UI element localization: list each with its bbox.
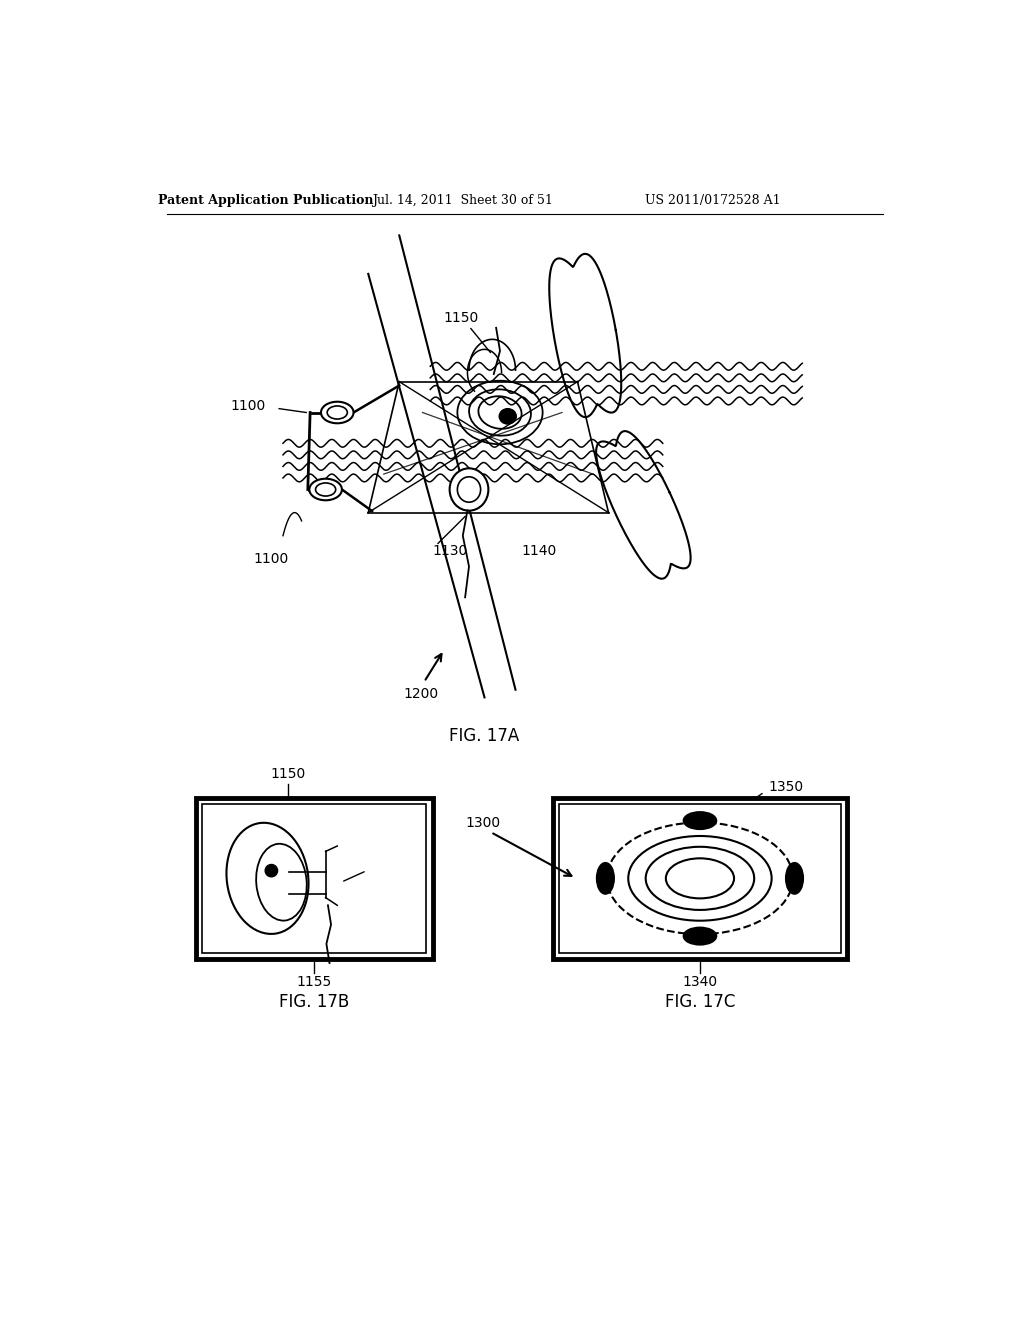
Ellipse shape — [309, 479, 342, 500]
Polygon shape — [596, 432, 690, 578]
Ellipse shape — [458, 477, 480, 502]
Text: 1340: 1340 — [682, 975, 718, 989]
Ellipse shape — [450, 469, 488, 511]
Bar — [203, 804, 426, 953]
Text: 1160: 1160 — [375, 862, 410, 875]
Bar — [553, 797, 847, 960]
Ellipse shape — [315, 483, 336, 496]
Ellipse shape — [321, 401, 353, 424]
Ellipse shape — [629, 836, 772, 921]
Ellipse shape — [328, 407, 347, 418]
Text: 1140: 1140 — [521, 544, 556, 558]
Ellipse shape — [786, 863, 803, 894]
Ellipse shape — [666, 858, 734, 899]
Text: FIG. 17B: FIG. 17B — [279, 993, 349, 1011]
Text: Jul. 14, 2011  Sheet 30 of 51: Jul. 14, 2011 Sheet 30 of 51 — [373, 194, 553, 207]
Text: 1100: 1100 — [230, 400, 266, 413]
Text: 1130: 1130 — [432, 544, 467, 558]
Text: 1350: 1350 — [768, 780, 803, 795]
Text: 1155: 1155 — [296, 975, 332, 989]
Text: FIG. 17A: FIG. 17A — [450, 727, 519, 744]
Ellipse shape — [597, 863, 614, 894]
Text: 1200: 1200 — [403, 686, 438, 701]
Text: 1150: 1150 — [270, 767, 305, 781]
Text: US 2011/0172528 A1: US 2011/0172528 A1 — [645, 194, 781, 207]
Polygon shape — [549, 253, 622, 417]
Text: 1150: 1150 — [443, 310, 479, 325]
Ellipse shape — [684, 928, 716, 945]
Text: 1300: 1300 — [465, 816, 501, 830]
Ellipse shape — [265, 865, 278, 876]
Ellipse shape — [500, 409, 516, 424]
Bar — [559, 804, 841, 953]
Bar — [197, 797, 432, 960]
Text: Patent Application Publication: Patent Application Publication — [158, 194, 374, 207]
Ellipse shape — [646, 847, 755, 909]
Ellipse shape — [684, 812, 716, 829]
Text: 1100: 1100 — [254, 552, 289, 566]
Text: FIG. 17C: FIG. 17C — [665, 993, 735, 1011]
Ellipse shape — [256, 843, 307, 920]
Ellipse shape — [226, 822, 308, 935]
